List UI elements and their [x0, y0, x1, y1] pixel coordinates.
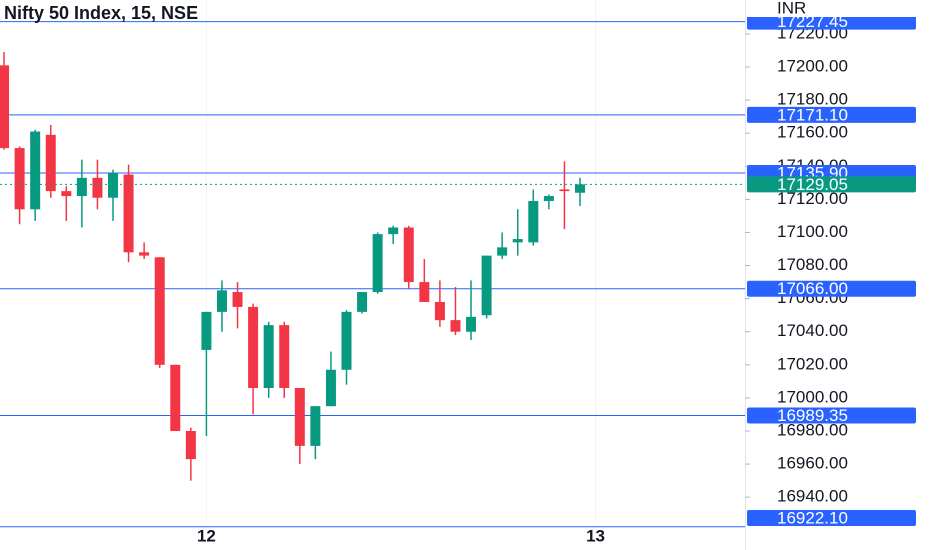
candle-body [372, 234, 383, 293]
candle-body [310, 406, 321, 446]
candle-body [341, 311, 352, 370]
candle-body [528, 201, 539, 243]
candle-body [61, 191, 72, 197]
y-tick-label: 17100.00 [777, 222, 848, 241]
candle-body [559, 189, 570, 192]
y-tick-label: 17000.00 [777, 387, 848, 406]
candle-body [92, 177, 103, 198]
price-line-label-box [747, 13, 916, 30]
candle-body [185, 431, 196, 460]
candle-body [466, 316, 477, 332]
price-line-label-box [747, 280, 916, 297]
candle-body [357, 292, 368, 312]
candle-body [263, 325, 274, 388]
candle-body [434, 301, 445, 321]
price-line-label: 17171.10 [777, 105, 848, 124]
candle-body [170, 364, 181, 432]
candle-body [0, 65, 10, 149]
y-tick-label: 17120.00 [777, 189, 848, 208]
price-line-label-box [747, 510, 916, 526]
candle-body [45, 134, 56, 192]
y-tick-label: 16960.00 [777, 454, 848, 473]
candle-body [574, 184, 585, 193]
candle-body [139, 252, 150, 256]
candle-body [30, 131, 41, 210]
x-tick-label: 13 [586, 526, 605, 545]
y-tick-label: 17040.00 [777, 321, 848, 340]
price-line-label-box [747, 407, 916, 424]
candle-body [14, 148, 25, 210]
candle-body [294, 387, 305, 446]
candle-body [216, 290, 227, 312]
y-tick-label: 17080.00 [777, 255, 848, 274]
candle-body [388, 227, 399, 235]
last-price-label: 17129.05 [777, 175, 848, 194]
y-tick-label: 16980.00 [777, 420, 848, 439]
candle-body [76, 177, 87, 197]
candle-body [543, 196, 554, 202]
chart-title: Nifty 50 Index, 15, NSE [4, 3, 198, 23]
candle-body [108, 172, 119, 198]
x-tick-label: 12 [197, 526, 216, 545]
currency-label: INR [777, 0, 806, 17]
candle-body [403, 227, 414, 283]
candle-body [248, 306, 259, 388]
price-axis: 16940.00 16960.00 16980.00 17000.00 17020.00… [745, 0, 932, 527]
price-line-label-box [747, 106, 916, 123]
y-tick-label: 16940.00 [777, 487, 848, 506]
currency-bg [747, 0, 932, 17]
last-price-box [747, 176, 916, 193]
candle-body [123, 174, 134, 253]
candle-body [450, 320, 461, 332]
candle-body [512, 239, 523, 243]
candle-body [201, 311, 212, 350]
y-tick-label: 17020.00 [777, 354, 848, 373]
y-tick-label: 17180.00 [777, 90, 848, 109]
price-line-label: 16989.35 [777, 406, 848, 425]
candle-body [481, 255, 492, 316]
candle-body [154, 257, 165, 365]
candle-body [497, 247, 508, 256]
y-tick-label: 17160.00 [777, 123, 848, 142]
plot-area [0, 0, 745, 528]
price-line-label: 16922.10 [777, 508, 848, 527]
candle-body [419, 282, 430, 302]
candle-body [279, 325, 290, 388]
price-line-label: 17066.00 [777, 279, 848, 298]
candle-body [325, 369, 336, 407]
y-tick-label: 17200.00 [777, 56, 848, 75]
candle-body [232, 292, 243, 307]
